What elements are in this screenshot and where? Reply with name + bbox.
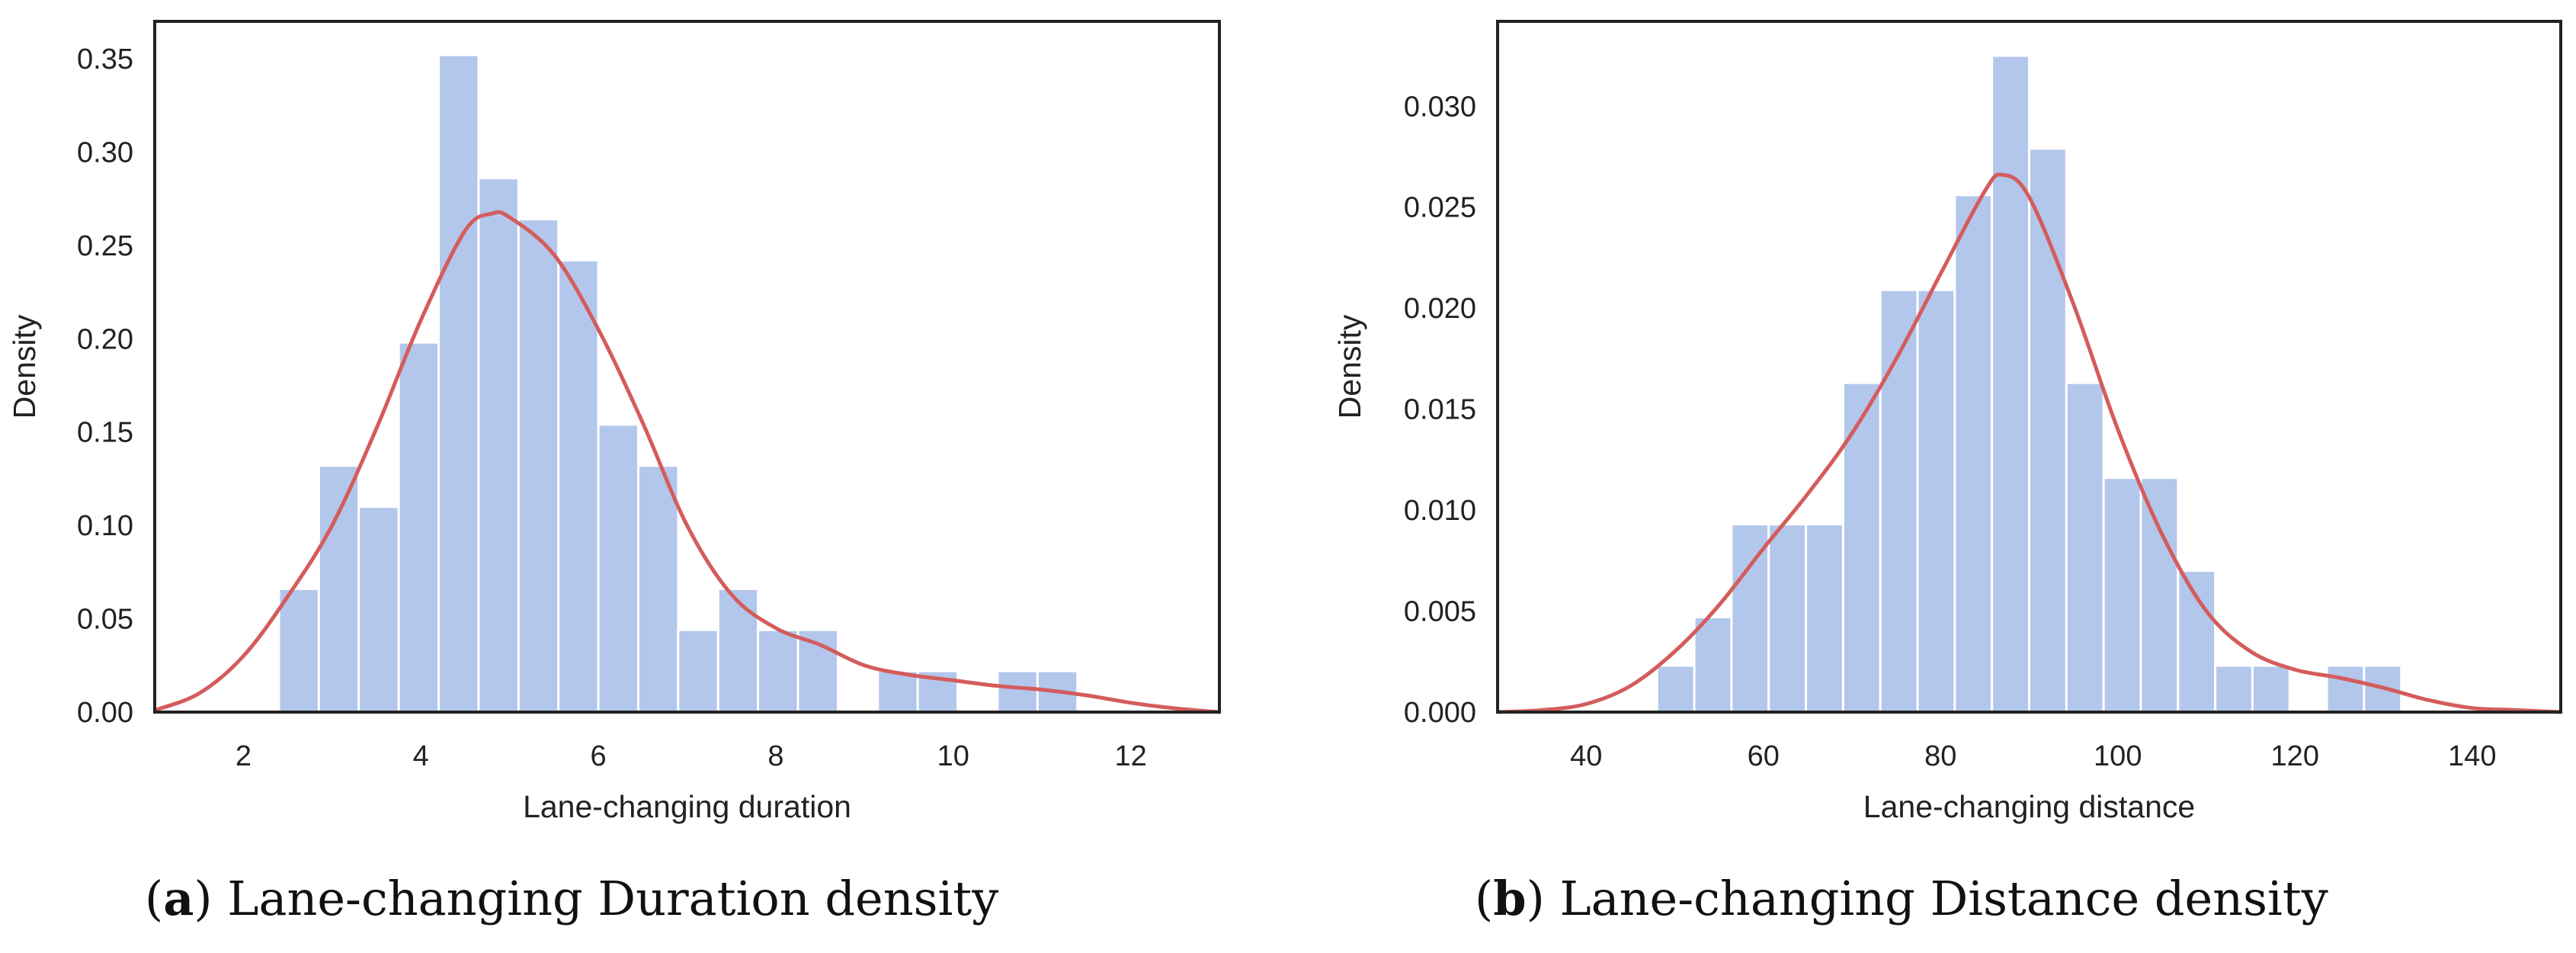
distance-bar-13: [2139, 476, 2180, 714]
duration-y-tick-4: 0.20: [77, 323, 133, 355]
duration-bar-7: [557, 258, 600, 714]
distance-bar-4: [1805, 523, 1844, 714]
duration-bar-10: [677, 628, 719, 714]
distance-x-tick-4: 120: [2271, 740, 2319, 772]
distance-plot-frame: [1496, 20, 2562, 714]
distance-x-tick-5: 140: [2448, 740, 2496, 772]
distance-bar-7: [1916, 288, 1956, 714]
distance-y-tick-4: 0.020: [1404, 293, 1476, 325]
duration-y-tick-3: 0.15: [77, 417, 133, 449]
duration-bar-1: [317, 464, 360, 714]
caption-b-letter: b: [1493, 871, 1527, 926]
duration-bar-5: [477, 177, 520, 714]
distance-x-tick-0: 40: [1570, 740, 1602, 772]
distance-bar-17: [2325, 664, 2366, 714]
duration-x-tick-0: 2: [235, 740, 252, 772]
distance-bar-8: [1953, 194, 1994, 714]
duration-y-tick-1: 0.05: [77, 604, 133, 636]
distance-bar-14: [2177, 570, 2217, 714]
duration-y-tick-5: 0.25: [77, 230, 133, 262]
duration-x-axis-title: Lane-changing duration: [523, 789, 851, 824]
distance-x-tick-2: 80: [1924, 740, 1956, 772]
duration-bar-16: [996, 669, 1039, 714]
distance-y-axis-title: Density: [1332, 314, 1367, 419]
duration-y-tick-2: 0.10: [77, 510, 133, 542]
caption-b-text: Lane-changing Distance density: [1544, 871, 2328, 926]
distance-y-tick-0: 0.000: [1404, 697, 1476, 729]
duration-density-chart: 2 4 6 8 10 12 0.00 0.05 0.10 0.15 0.20 0.25 0.30 0.35…: [7, 20, 1221, 824]
distance-bar-6: [1879, 288, 1919, 714]
distance-x-tick-1: 60: [1748, 740, 1780, 772]
distance-y-tick-1: 0.005: [1404, 596, 1476, 628]
distance-bar-12: [2102, 476, 2142, 714]
duration-x-tick-3: 8: [767, 740, 783, 772]
duration-bar-11: [716, 587, 760, 714]
duration-bar-3: [397, 341, 441, 714]
duration-bar-8: [597, 423, 639, 714]
distance-density-chart: 40 60 80 100 120 140 0.000 0.005 0.010 0.015 0.020…: [1332, 20, 2562, 824]
caption-a-text: Lane-changing Duration density: [212, 871, 999, 926]
distance-y-tick-5: 0.025: [1404, 192, 1476, 224]
distance-bar-3: [1767, 523, 1808, 714]
caption-b: (b) Lane-changing Distance density: [1475, 871, 2328, 926]
distance-x-tick-3: 100: [2094, 740, 2142, 772]
duration-x-tick-5: 12: [1114, 740, 1146, 772]
distance-x-axis-title: Lane-changing distance: [1863, 789, 2195, 824]
distance-bar-2: [1730, 523, 1770, 714]
distance-density-curve: [1497, 172, 2562, 714]
duration-plot-frame: [153, 20, 1221, 714]
distance-bar-9: [1991, 54, 2031, 714]
distance-bar-15: [2214, 664, 2254, 714]
distance-y-tick-3: 0.015: [1404, 394, 1476, 426]
duration-bar-14: [876, 669, 919, 714]
distance-y-tick-6: 0.030: [1404, 91, 1476, 123]
duration-bar-12: [757, 628, 799, 714]
duration-bar-6: [517, 218, 560, 714]
distance-bar-11: [2065, 381, 2105, 714]
duration-bar-2: [357, 505, 400, 714]
caption-a: (a) Lane-changing Duration density: [145, 871, 999, 926]
duration-bar-4: [437, 53, 480, 714]
duration-density-curve: [154, 210, 1220, 714]
duration-y-tick-6: 0.30: [77, 136, 133, 168]
distance-bar-1: [1693, 615, 1733, 714]
duration-x-tick-2: 6: [591, 740, 607, 772]
duration-y-tick-7: 0.35: [77, 43, 133, 75]
distance-bar-5: [1841, 381, 1882, 714]
caption-a-letter: a: [163, 871, 194, 926]
duration-y-axis-title: Density: [7, 314, 42, 419]
distance-bar-16: [2251, 664, 2291, 714]
duration-y-tick-0: 0.00: [77, 697, 133, 729]
distance-bar-0: [1655, 664, 1696, 714]
distance-y-tick-2: 0.010: [1404, 495, 1476, 527]
duration-x-tick-4: 10: [937, 740, 969, 772]
duration-bar-0: [277, 587, 320, 714]
duration-x-tick-1: 4: [413, 740, 429, 772]
duration-bar-9: [636, 464, 680, 714]
